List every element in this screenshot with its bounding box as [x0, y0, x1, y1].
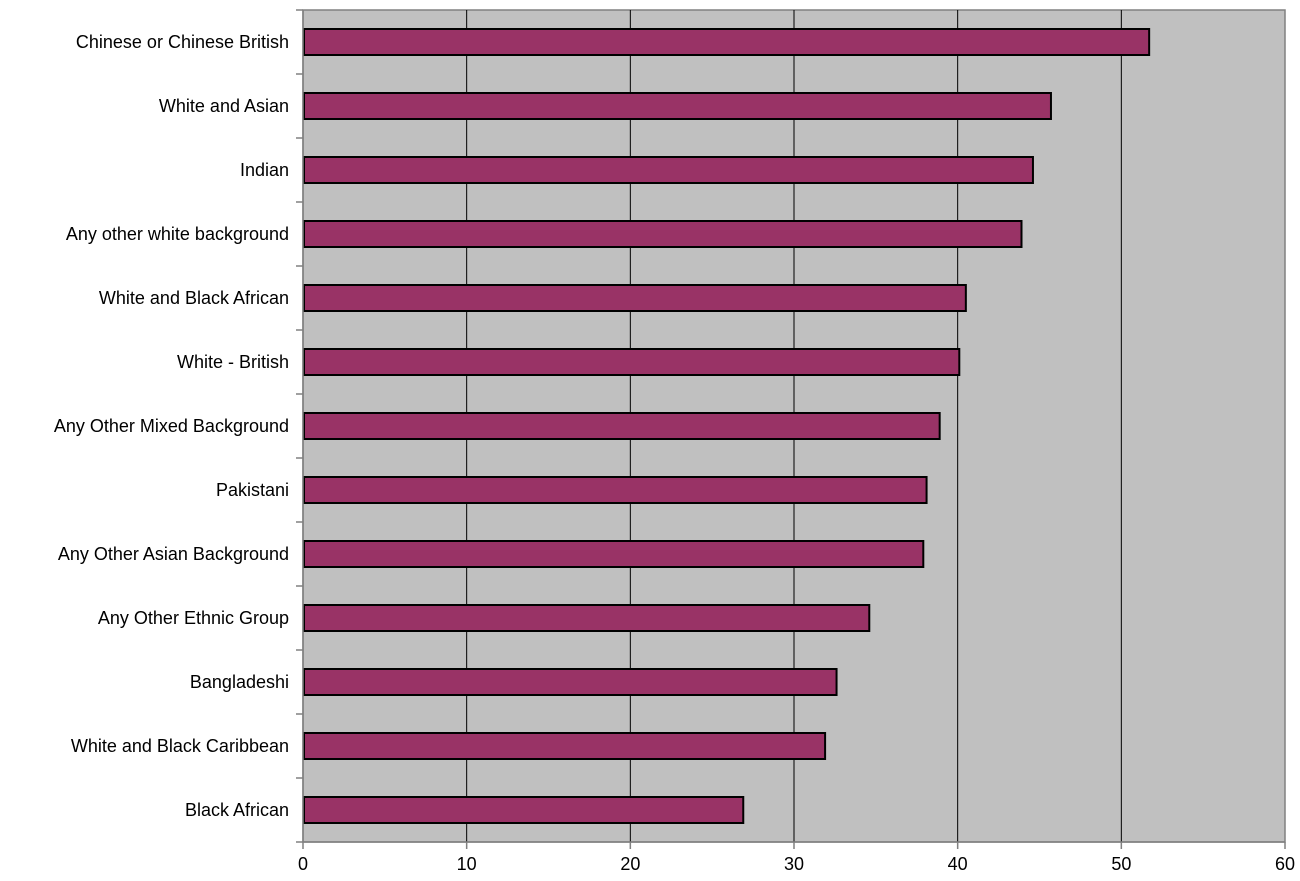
- x-tick-label: 60: [1275, 854, 1295, 874]
- axes: [296, 9, 1286, 849]
- x-tick-label: 10: [457, 854, 477, 874]
- x-tick-labels: 0 10 20 30 40 50 60: [298, 854, 1295, 874]
- category-label: White and Asian: [159, 96, 289, 116]
- category-label: Bangladeshi: [190, 672, 289, 692]
- category-labels: Chinese or Chinese British White and Asia…: [54, 32, 289, 820]
- x-tick-label: 30: [784, 854, 804, 874]
- bars: [303, 28, 1151, 824]
- x-tick-label: 40: [948, 854, 968, 874]
- x-tick-label: 20: [620, 854, 640, 874]
- bar: [303, 540, 925, 568]
- category-label: Any Other Ethnic Group: [98, 608, 289, 628]
- bar: [303, 92, 1052, 120]
- category-label: Pakistani: [216, 480, 289, 500]
- category-label: Indian: [240, 160, 289, 180]
- bar: [303, 668, 838, 696]
- bar: [303, 220, 1023, 248]
- category-label: White - British: [177, 352, 289, 372]
- category-label: Any Other Asian Background: [58, 544, 289, 564]
- category-label: White and Black Caribbean: [71, 736, 289, 756]
- bar: [303, 604, 871, 632]
- bar: [303, 412, 941, 440]
- x-tick-label: 50: [1111, 854, 1131, 874]
- bar: [303, 732, 827, 760]
- bar: [303, 28, 1151, 56]
- category-label: Chinese or Chinese British: [76, 32, 289, 52]
- x-tick-label: 0: [298, 854, 308, 874]
- bar: [303, 348, 961, 376]
- bar: [303, 284, 967, 312]
- bar: [303, 156, 1034, 184]
- category-label: Black African: [185, 800, 289, 820]
- category-label: Any Other Mixed Background: [54, 416, 289, 436]
- category-label: White and Black African: [99, 288, 289, 308]
- category-label: Any other white background: [66, 224, 289, 244]
- bar: [303, 796, 745, 824]
- bar: [303, 476, 928, 504]
